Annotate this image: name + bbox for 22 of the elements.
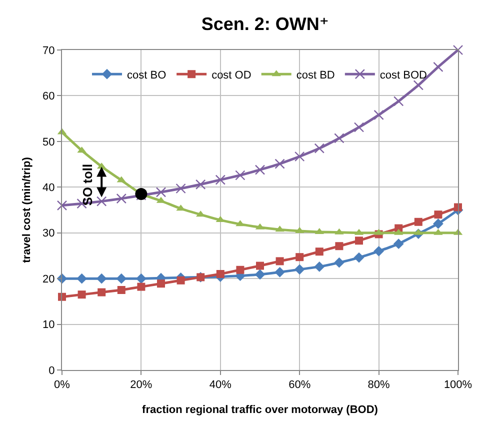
legend-label: cost BD: [296, 69, 335, 82]
x-tick-label: 40%: [209, 379, 232, 392]
y-tick-label: 0: [48, 364, 55, 377]
annotation: SO toll: [80, 164, 95, 206]
legend-label: cost BO: [127, 69, 167, 82]
legend-label: cost OD: [212, 69, 252, 82]
y-tick-label: 50: [42, 136, 55, 148]
x-tick-label: 100%: [444, 379, 472, 392]
x-tick-label: 80%: [368, 379, 390, 392]
x-tick-label: 0%: [54, 379, 70, 392]
x-tick-label: 20%: [130, 379, 152, 392]
legend-label: cost BOD: [380, 69, 428, 82]
y-tick-label: 20: [42, 273, 55, 286]
chart-title: Scen. 2: OWN⁺: [201, 14, 329, 34]
y-tick-label: 30: [42, 228, 55, 240]
y-axis-title: travel cost (min/trip): [21, 156, 33, 263]
y-tick-label: 40: [42, 182, 55, 194]
y-tick-label: 70: [42, 44, 55, 57]
x-tick-label: 60%: [288, 379, 311, 392]
y-tick-label: 60: [42, 90, 55, 103]
y-tick-label: 10: [42, 319, 55, 332]
x-axis-title: fraction regional traffic over motorway (BOD): [142, 404, 378, 416]
